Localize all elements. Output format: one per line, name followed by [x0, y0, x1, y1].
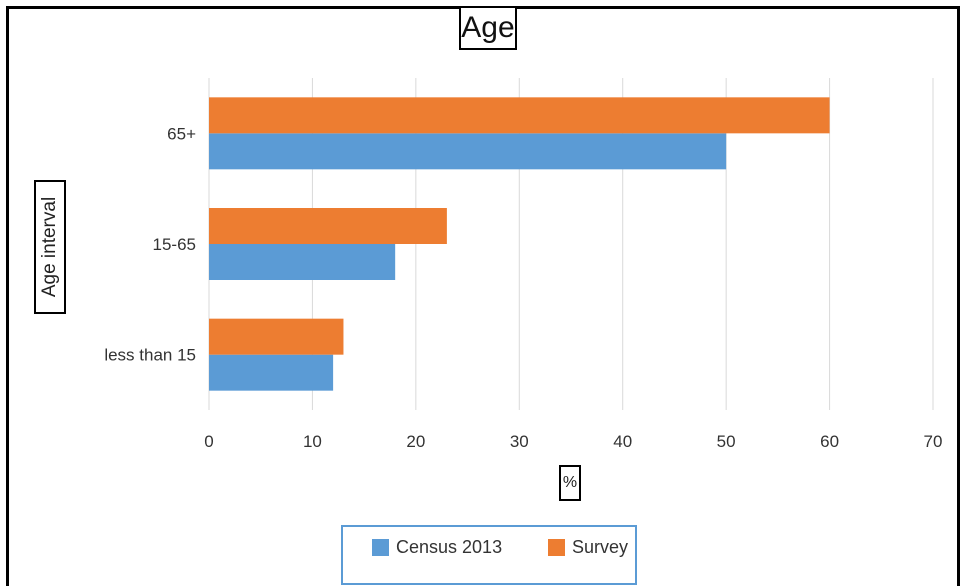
x-axis-label: %: [562, 474, 578, 491]
x-axis-label-box: %: [559, 465, 581, 501]
x-tick-label: 60: [820, 432, 839, 451]
x-tick-label: 20: [406, 432, 425, 451]
legend-item-survey: Survey: [548, 537, 628, 558]
bar-survey: [209, 208, 447, 244]
y-tick-label: 65+: [167, 124, 196, 143]
bar-census-2013: [209, 354, 334, 391]
x-tick-label: 50: [717, 432, 736, 451]
x-tick-label: 40: [613, 432, 632, 451]
y-tick-label: 15-65: [153, 235, 196, 254]
x-tick-label: 10: [303, 432, 322, 451]
chart-title: Age: [459, 6, 517, 50]
legend-label-census: Census 2013: [396, 537, 503, 557]
legend-swatch-survey: [548, 539, 565, 556]
legend-item-census: Census 2013: [372, 537, 502, 558]
x-tick-label: 70: [924, 432, 943, 451]
legend: Census 2013 Survey: [341, 525, 637, 585]
bar-survey: [209, 318, 344, 355]
y-axis-label-box: Age interval: [34, 180, 66, 314]
y-tick-label: less than 15: [104, 346, 196, 365]
legend-label-survey: Survey: [572, 537, 629, 557]
bar-census-2013: [209, 133, 727, 170]
x-tick-label: 0: [204, 432, 213, 451]
legend-swatch-census: [372, 539, 389, 556]
x-tick-label: 30: [510, 432, 529, 451]
bar-survey: [209, 97, 830, 134]
bar-census-2013: [209, 244, 396, 280]
